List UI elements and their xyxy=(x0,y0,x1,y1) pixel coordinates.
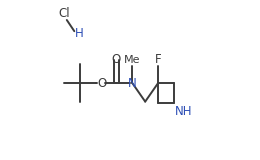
Text: H: H xyxy=(75,27,84,40)
Text: O: O xyxy=(97,77,106,90)
Text: NH: NH xyxy=(175,105,193,118)
Text: Me: Me xyxy=(124,55,141,65)
Text: N: N xyxy=(128,77,137,90)
Text: F: F xyxy=(155,53,161,66)
Text: O: O xyxy=(112,53,121,66)
Text: Cl: Cl xyxy=(59,7,70,20)
